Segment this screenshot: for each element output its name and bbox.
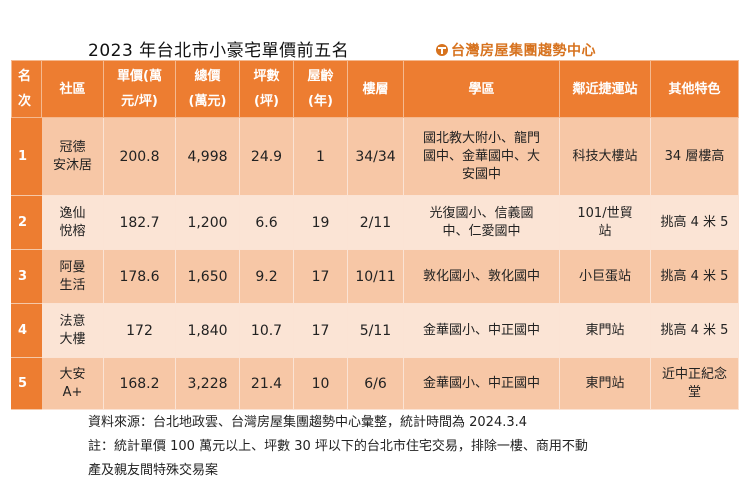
header-area: 坪數 (坪) bbox=[239, 60, 294, 118]
school-cell: 光復國小、信義國 中、仁愛國中 bbox=[403, 195, 560, 250]
age-cell: 17 bbox=[293, 303, 348, 358]
community-cell: 法意 大樓 bbox=[41, 303, 104, 358]
rank-cell: 5 bbox=[11, 357, 42, 410]
ranking-table: 名次 社區 單價(萬 元/坪) 總價 (萬元) 坪數 (坪) 屋齡 (年) 樓層 學區 … bbox=[11, 60, 739, 410]
unit-price-cell: 178.6 bbox=[103, 249, 176, 304]
total-price-cell: 3,228 bbox=[175, 357, 240, 410]
mrt-cell: 科技大樓站 bbox=[559, 117, 651, 196]
page-title: 2023 年台北市小豪宅單價前五名 bbox=[88, 41, 350, 61]
rank-cell: 1 bbox=[11, 117, 42, 196]
header-unit-price: 單價(萬 元/坪) bbox=[103, 60, 176, 118]
table-row: 4 法意 大樓 172 1,840 10.7 17 5/11 金華國小、中正國中 … bbox=[11, 303, 739, 358]
header-total-price: 總價 (萬元) bbox=[175, 60, 240, 118]
community-cell: 阿曼 生活 bbox=[41, 249, 104, 304]
rank-cell: 3 bbox=[11, 249, 42, 304]
floor-cell: 2/11 bbox=[347, 195, 404, 250]
total-price-cell: 1,840 bbox=[175, 303, 240, 358]
community-cell: 大安 A+ bbox=[41, 357, 104, 410]
school-cell: 敦化國小、敦化國中 bbox=[403, 249, 560, 304]
methodology-note-line1: 註：統計單價 100 萬元以上、坪數 30 坪以下的台北市住宅交易，排除一樓、商… bbox=[88, 439, 588, 454]
feature-cell: 近中正紀念堂 bbox=[650, 357, 739, 410]
school-cell: 金華國小、中正國中 bbox=[403, 357, 560, 410]
header-feature: 其他特色 bbox=[650, 60, 739, 118]
table-row: 3 阿曼 生活 178.6 1,650 9.2 17 10/11 敦化國小、敦化國… bbox=[11, 249, 739, 304]
feature-cell: 挑高 4 米 5 bbox=[650, 303, 739, 358]
brand-name: 台灣房屋集團趨勢中心 bbox=[451, 43, 596, 59]
age-cell: 10 bbox=[293, 357, 348, 410]
floor-cell: 10/11 bbox=[347, 249, 404, 304]
table-row: 2 逸仙 悅榕 182.7 1,200 6.6 19 2/11 光復國小、信義國中… bbox=[11, 195, 739, 250]
community-cell: 逸仙 悅榕 bbox=[41, 195, 104, 250]
unit-price-cell: 200.8 bbox=[103, 117, 176, 196]
area-cell: 9.2 bbox=[239, 249, 294, 304]
header-community: 社區 bbox=[41, 60, 104, 118]
header-rank: 名次 bbox=[11, 60, 42, 118]
floor-cell: 5/11 bbox=[347, 303, 404, 358]
footnote: 資料來源：台北地政雲、台灣房屋集團趨勢中心彙整，統計時間為 2024.3.4 註… bbox=[88, 411, 588, 483]
header-floor: 樓層 bbox=[347, 60, 404, 118]
methodology-note-line2: 產及親友間特殊交易案 bbox=[88, 463, 219, 478]
area-cell: 10.7 bbox=[239, 303, 294, 358]
source-note: 資料來源：台北地政雲、台灣房屋集團趨勢中心彙整，統計時間為 2024.3.4 bbox=[88, 415, 528, 430]
total-price-cell: 1,200 bbox=[175, 195, 240, 250]
feature-cell: 34 層樓高 bbox=[650, 117, 739, 196]
unit-price-cell: 168.2 bbox=[103, 357, 176, 410]
taiwan-realty-logo-icon bbox=[436, 44, 448, 56]
unit-price-cell: 182.7 bbox=[103, 195, 176, 250]
floor-cell: 34/34 bbox=[347, 117, 404, 196]
community-cell: 冠德 安沐居 bbox=[41, 117, 104, 196]
area-cell: 6.6 bbox=[239, 195, 294, 250]
table-row: 1 冠德 安沐居 200.8 4,998 24.9 1 34/34 國北教大附小、… bbox=[11, 117, 739, 196]
rank-cell: 4 bbox=[11, 303, 42, 358]
area-cell: 24.9 bbox=[239, 117, 294, 196]
header-school: 學區 bbox=[403, 60, 560, 118]
age-cell: 17 bbox=[293, 249, 348, 304]
table-row: 5 大安 A+ 168.2 3,228 21.4 10 6/6 金華國小、中正國中… bbox=[11, 357, 739, 410]
school-cell: 金華國小、中正國中 bbox=[403, 303, 560, 358]
mrt-cell: 東門站 bbox=[559, 357, 651, 410]
school-cell: 國北教大附小、龍門 國中、金華國中、大 安國中 bbox=[403, 117, 560, 196]
header-age: 屋齡 (年) bbox=[293, 60, 348, 118]
mrt-cell: 101/世貿站 bbox=[559, 195, 651, 250]
total-price-cell: 1,650 bbox=[175, 249, 240, 304]
rank-cell: 2 bbox=[11, 195, 42, 250]
mrt-cell: 東門站 bbox=[559, 303, 651, 358]
age-cell: 19 bbox=[293, 195, 348, 250]
area-cell: 21.4 bbox=[239, 357, 294, 410]
unit-price-cell: 172 bbox=[103, 303, 176, 358]
header-mrt: 鄰近捷運站 bbox=[559, 60, 651, 118]
total-price-cell: 4,998 bbox=[175, 117, 240, 196]
table-header-row: 名次 社區 單價(萬 元/坪) 總價 (萬元) 坪數 (坪) 屋齡 (年) 樓層 學區 … bbox=[11, 60, 739, 118]
mrt-cell: 小巨蛋站 bbox=[559, 249, 651, 304]
floor-cell: 6/6 bbox=[347, 357, 404, 410]
age-cell: 1 bbox=[293, 117, 348, 196]
feature-cell: 挑高 4 米 5 bbox=[650, 195, 739, 250]
brand-logo: 台灣房屋集團趨勢中心 bbox=[436, 40, 596, 60]
feature-cell: 挑高 4 米 5 bbox=[650, 249, 739, 304]
